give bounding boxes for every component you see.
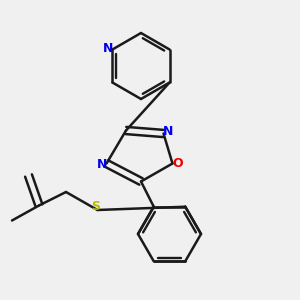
Text: N: N xyxy=(163,125,173,138)
Text: S: S xyxy=(92,200,100,213)
Text: N: N xyxy=(102,42,113,55)
Text: O: O xyxy=(172,157,183,170)
Text: N: N xyxy=(97,158,107,171)
